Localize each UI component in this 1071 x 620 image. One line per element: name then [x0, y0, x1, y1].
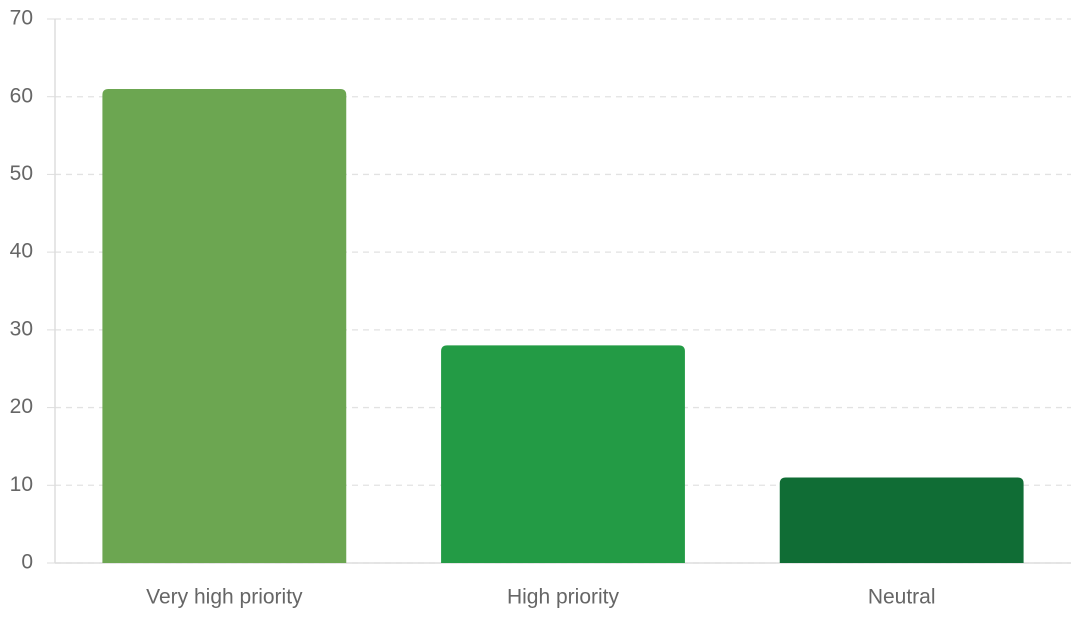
y-tick-label: 20	[10, 395, 33, 418]
x-tick-label: Very high priority	[146, 586, 303, 609]
y-tick-label: 0	[21, 551, 33, 574]
y-tick-label: 40	[10, 240, 33, 263]
y-tick-label: 10	[10, 473, 33, 496]
y-tick-label: 50	[10, 162, 33, 185]
y-tick-label: 60	[10, 84, 33, 107]
y-tick-label: 70	[10, 7, 33, 30]
x-tick-label: Neutral	[868, 586, 936, 609]
bar	[441, 345, 685, 563]
bar	[779, 477, 1024, 563]
x-tick-label: High priority	[507, 586, 620, 609]
y-tick-label: 30	[10, 317, 33, 340]
bar	[102, 88, 347, 563]
